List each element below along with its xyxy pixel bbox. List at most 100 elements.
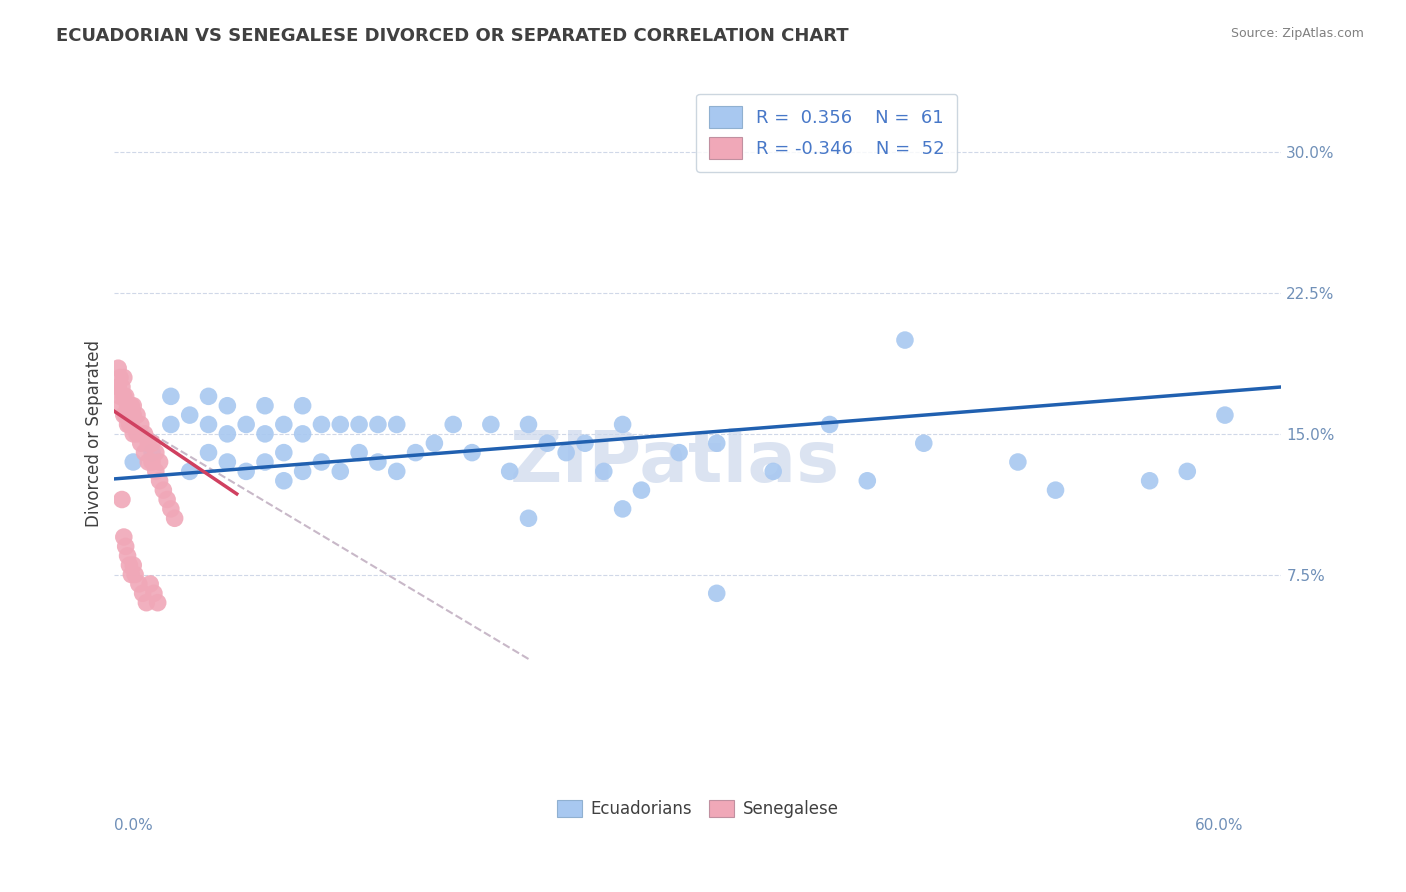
Point (136, 436, 159, 450)
Point (499, 464, 522, 478)
Point (253, 455, 276, 469)
Point (441, 417, 464, 432)
Point (134, 445, 156, 459)
Point (1175, 464, 1198, 478)
Point (120, 417, 142, 432)
Point (142, 586, 165, 600)
Point (111, 492, 134, 507)
Point (129, 436, 152, 450)
Point (592, 464, 614, 478)
Point (311, 417, 333, 432)
Point (367, 417, 389, 432)
Point (149, 455, 172, 469)
Point (156, 492, 179, 507)
Point (160, 389, 183, 403)
Point (120, 399, 142, 413)
Point (668, 445, 690, 459)
Point (179, 408, 201, 422)
Point (612, 417, 634, 432)
Point (129, 417, 152, 432)
Point (818, 417, 841, 432)
Point (347, 445, 370, 459)
Point (112, 408, 135, 422)
Point (122, 455, 145, 469)
Point (912, 436, 935, 450)
Point (385, 464, 408, 478)
Point (197, 389, 219, 403)
Point (107, 361, 129, 376)
Point (117, 399, 139, 413)
Point (112, 530, 135, 544)
Point (145, 464, 167, 478)
Point (517, 417, 540, 432)
Point (141, 455, 163, 469)
Point (122, 399, 145, 413)
Point (197, 417, 219, 432)
Point (311, 455, 333, 469)
Point (423, 436, 446, 450)
Point (329, 464, 352, 478)
Point (117, 417, 139, 432)
Text: 60.0%: 60.0% (1195, 819, 1244, 833)
Point (135, 596, 157, 610)
Point (117, 549, 139, 563)
Point (217, 455, 239, 469)
Point (329, 417, 352, 432)
Point (1213, 408, 1236, 422)
Point (179, 464, 201, 478)
Point (114, 540, 136, 554)
Point (235, 464, 257, 478)
Point (141, 445, 163, 459)
Text: ZIPatlas: ZIPatlas (509, 428, 839, 497)
Point (118, 399, 141, 413)
Point (112, 370, 135, 384)
Point (122, 558, 145, 573)
Point (517, 511, 540, 525)
Point (706, 586, 728, 600)
Point (108, 370, 131, 384)
Point (253, 426, 276, 441)
Point (114, 408, 136, 422)
Point (120, 567, 142, 582)
Point (131, 586, 153, 600)
Point (145, 445, 167, 459)
Point (146, 596, 169, 610)
Point (291, 426, 314, 441)
Point (107, 380, 129, 394)
Point (163, 511, 186, 525)
Legend: Ecuadorians, Senegalese: Ecuadorians, Senegalese (551, 793, 845, 825)
Point (197, 445, 219, 459)
Point (405, 445, 427, 459)
Point (111, 380, 134, 394)
Point (128, 577, 150, 591)
Point (125, 426, 148, 441)
Point (111, 399, 134, 413)
Point (124, 567, 146, 582)
Point (367, 455, 389, 469)
Text: Source: ZipAtlas.com: Source: ZipAtlas.com (1230, 27, 1364, 40)
Point (273, 417, 295, 432)
Point (612, 502, 634, 516)
Point (253, 399, 276, 413)
Point (141, 436, 163, 450)
Y-axis label: Divorced or Separated: Divorced or Separated (86, 341, 103, 527)
Point (461, 445, 484, 459)
Point (630, 483, 652, 497)
Point (273, 474, 295, 488)
Point (347, 417, 370, 432)
Point (555, 445, 578, 459)
Point (1139, 474, 1161, 488)
Point (118, 558, 141, 573)
Point (122, 408, 145, 422)
Point (122, 426, 145, 441)
Point (273, 445, 295, 459)
Point (385, 417, 408, 432)
Point (160, 417, 183, 432)
Point (479, 417, 502, 432)
Point (152, 483, 174, 497)
Point (134, 426, 156, 441)
Point (125, 408, 148, 422)
Point (762, 464, 785, 478)
Point (118, 417, 141, 432)
Point (112, 389, 135, 403)
